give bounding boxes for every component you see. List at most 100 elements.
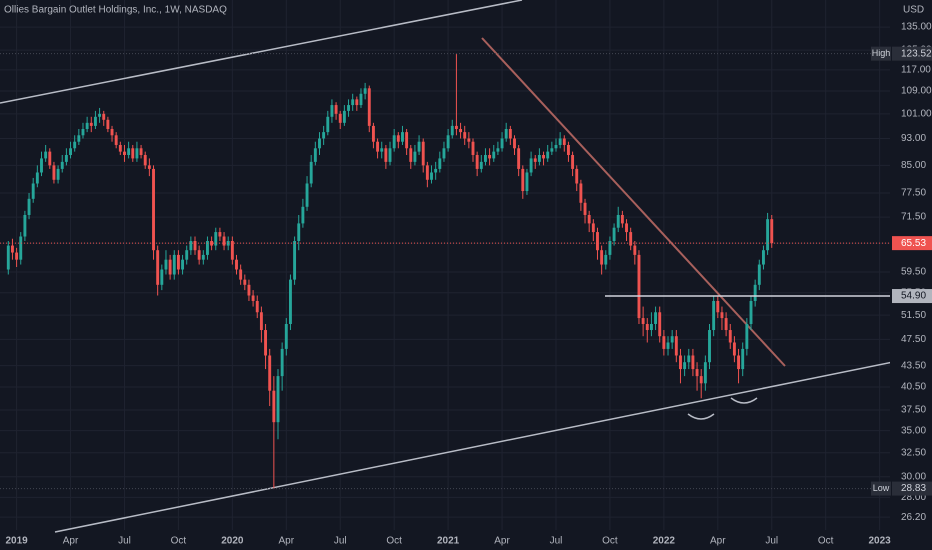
candle-body [264,330,267,356]
candle-body [770,219,774,244]
candle-body [542,155,545,159]
candle-body [276,376,280,423]
candle-body [608,240,612,255]
candle-body [600,250,604,265]
y-tick-label: 32.50 [901,447,926,458]
candle-body [716,300,720,313]
candle-body [708,330,711,363]
candle-body [566,144,570,156]
candle-body [185,250,189,260]
y-tick-label: 93.00 [901,133,926,144]
candle-body [255,300,259,313]
bottom-arc [687,413,715,420]
candle-body [48,151,52,166]
low-value: 28.83 [901,483,926,494]
y-tick-label: 77.50 [901,188,926,199]
candle-body [446,135,450,149]
candle-body [699,376,703,384]
candle-body [176,254,180,270]
candle-body [313,148,317,162]
candle-body [214,232,218,246]
candle-body [201,254,205,260]
candle-body [56,168,60,180]
candle-body [421,141,425,166]
x-tick-label: 2019 [5,536,28,547]
candle-body [546,151,550,159]
candle-body [438,158,442,169]
y-tick-label: 109.00 [901,86,932,97]
y-tick-label: 47.50 [901,334,926,345]
x-tick-label: Oct [171,536,187,547]
candle-body [562,138,566,145]
candle-body [500,138,504,149]
candle-body [371,125,375,142]
y-tick-label: 30.00 [901,471,926,482]
candle-body [19,236,23,260]
candle-body [450,125,454,136]
candle-body [666,342,670,349]
candle-body [658,312,662,337]
candle-body [612,227,616,241]
candle-body [172,254,176,275]
drawings [0,0,894,533]
candle-body [554,144,558,149]
candle-body [40,158,43,173]
candle-body [654,312,658,324]
candle-body [401,132,404,142]
candle-body [737,355,741,370]
candle-body [131,148,135,159]
low-name: Low [873,483,890,493]
candle-body [64,155,68,162]
x-tick-label: Jul [765,536,778,547]
candle-body [430,172,433,180]
candle-body [513,138,516,149]
candle-body [297,223,301,241]
candle-body [114,135,118,145]
trend-line [481,37,786,367]
candle-body [405,132,409,149]
candle-body [93,116,97,126]
candle-body [239,269,243,280]
candle-body [147,165,151,169]
candle-body [102,113,106,120]
candle-body [363,88,367,94]
candle-body [517,148,521,169]
x-tick-label: Oct [386,536,402,547]
candle-body [52,165,56,180]
horizontal-line-value: 54.90 [901,291,926,302]
candle-body [616,214,620,228]
candle-body [259,312,263,331]
candle-body [376,141,380,152]
candle-body [604,254,608,265]
candle-body [620,214,624,224]
x-tick-label: Apr [710,536,726,547]
candle-body [338,113,342,123]
candle-body [210,240,214,246]
x-tick-label: Jul [118,536,131,547]
y-tick-label: 35.00 [901,425,926,436]
candle-body [106,119,110,129]
candle-body [591,223,595,233]
candle-body [471,141,475,156]
candle-body [728,330,732,343]
x-tick-label: 2021 [437,536,460,547]
candle-body [110,128,114,136]
candle-body [293,240,297,280]
candle-body [496,148,500,152]
candle-body [164,259,168,270]
candle-body [454,125,458,129]
candle-body [683,362,687,370]
candle-body [753,284,757,301]
x-tick-label: 2022 [653,536,676,547]
candle-body [251,295,255,301]
candle-body [380,148,384,152]
candle-body [230,240,234,260]
candle-body [649,323,653,331]
candle-body [73,141,77,149]
candle-body [301,206,305,224]
candle-body [10,245,14,253]
candle-body [720,312,724,319]
y-tick-label: 43.50 [901,360,926,371]
